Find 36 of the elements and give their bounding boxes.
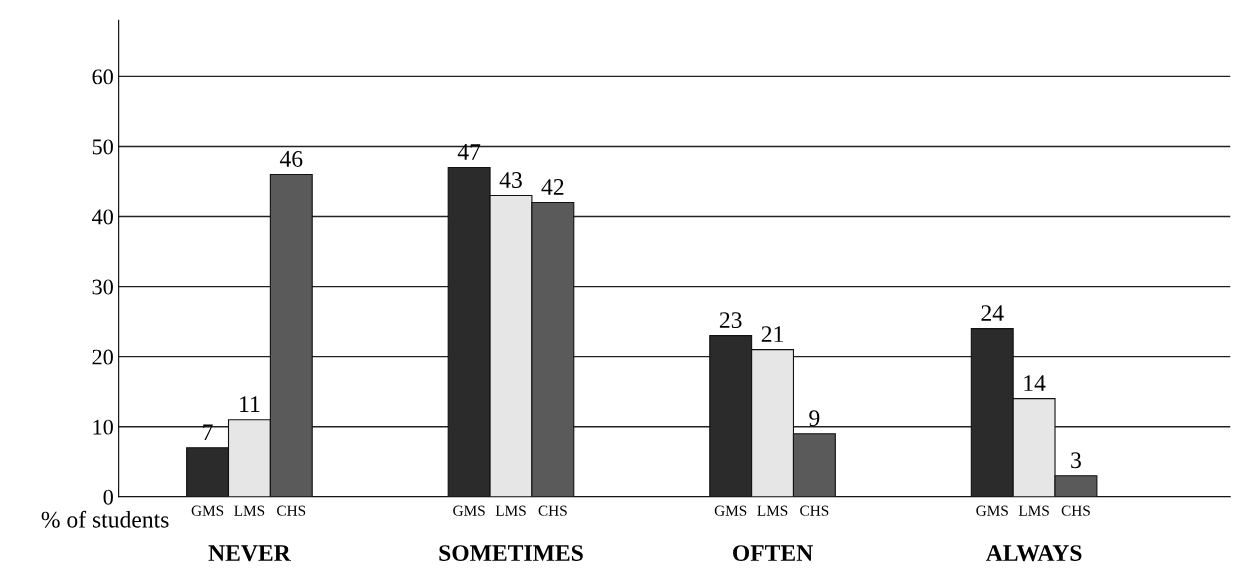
text: LMS (1018, 505, 1049, 516)
y-tick-label: 10 (93, 419, 113, 435)
text: GMS (714, 505, 747, 516)
text: GMS (976, 505, 1008, 516)
y-tick-label: 60 (92, 69, 113, 85)
data-label: 7 (203, 424, 213, 440)
data-label: 21 (761, 326, 783, 342)
series-label: CHS (277, 505, 306, 516)
data-label: 14 (1024, 375, 1046, 391)
y-tick-label: 0 (103, 489, 113, 505)
text: LMS (495, 505, 526, 516)
x-tick-label: SOMETIMES (439, 545, 583, 562)
x-tick-label: OFTEN (733, 545, 813, 562)
data-label: 3 (1071, 452, 1081, 469)
data-label: 47 (457, 144, 481, 160)
data-label: 42 (541, 179, 564, 195)
series-label: LMS (234, 505, 265, 516)
x-tick-label: NEVER (208, 545, 291, 562)
data-label: 43 (499, 172, 522, 188)
text: GMS (453, 505, 485, 516)
data-label: 11 (240, 396, 260, 412)
data-label: 9 (809, 410, 820, 427)
y-tick-label: 30 (92, 279, 113, 295)
data-label: 46 (279, 151, 303, 167)
data-label: 24 (981, 305, 1004, 321)
y-axis-title: % of students (41, 510, 169, 528)
data-label: 23 (719, 312, 742, 329)
text: LMS (757, 505, 788, 516)
y-tick-label: 50 (92, 139, 113, 155)
x-tick-label: ALWAYS (985, 545, 1082, 562)
series-label: GMS (191, 505, 224, 516)
text: CHS (1061, 505, 1090, 516)
text: CHS (538, 505, 567, 516)
y-tick-label: 20 (92, 349, 113, 365)
y-tick-label: 40 (92, 209, 113, 225)
text: CHS (800, 505, 829, 516)
